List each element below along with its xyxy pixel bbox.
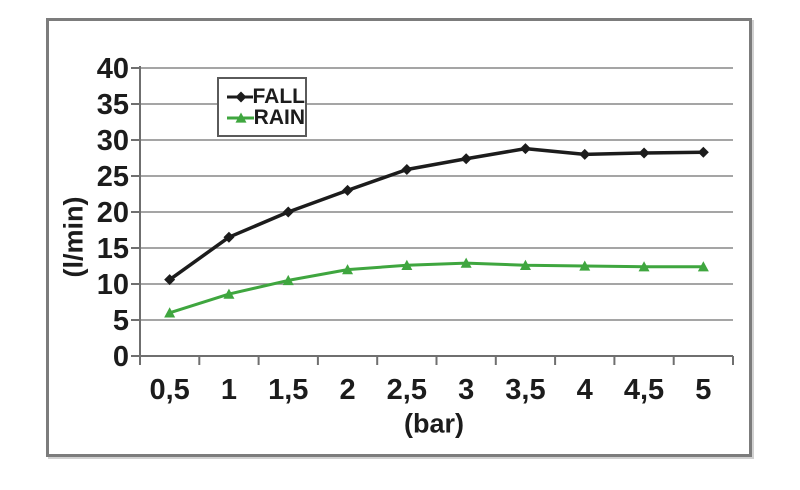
y-tick-label: 40 (97, 53, 129, 85)
legend-item-rain: RAIN (227, 106, 305, 129)
y-tick-label: 35 (97, 89, 129, 121)
x-tick-label: 2 (339, 374, 355, 406)
series-marker-fall (579, 148, 591, 160)
series-marker-rain (401, 259, 413, 270)
y-tick-label: 25 (97, 161, 129, 193)
legend: FALL RAIN (217, 77, 307, 137)
fall-legend-marker-icon (227, 91, 253, 102)
series-marker-rain (282, 274, 294, 286)
series-marker-rain (638, 261, 650, 272)
y-axis-title: (l/min) (58, 196, 89, 278)
x-tick-label: 1 (221, 374, 237, 406)
series-line-rain (168, 261, 705, 315)
x-tick-label: 2,5 (387, 374, 427, 406)
x-tick-label: 0,5 (149, 374, 189, 406)
y-tick-label: 5 (113, 305, 129, 337)
y-tick-label: 20 (97, 197, 129, 229)
y-tick-label: 10 (97, 269, 129, 301)
series-marker-fall (638, 147, 650, 159)
series-line-fall (167, 146, 706, 282)
series-marker-rain (519, 259, 531, 270)
legend-item-fall: FALL (227, 85, 306, 108)
rain-legend-marker-icon (227, 112, 254, 123)
x-tick-label: 4,5 (624, 374, 664, 406)
series-marker-fall (460, 153, 472, 165)
legend-label-fall: FALL (252, 85, 306, 108)
series-marker-fall (282, 206, 294, 218)
series-marker-rain (223, 288, 235, 299)
x-tick-label: 3 (458, 374, 474, 406)
y-tick-label: 30 (97, 125, 129, 157)
series-marker-rain (697, 261, 709, 272)
series-marker-fall (164, 274, 176, 286)
series-marker-fall (342, 184, 354, 196)
series-marker-fall (401, 164, 413, 176)
x-tick-label: 3,5 (505, 374, 545, 406)
series-marker-fall (697, 146, 709, 158)
series-marker-rain (579, 260, 591, 271)
series-marker-rain (164, 307, 176, 318)
y-tick-label: 0 (113, 341, 129, 373)
y-tick-label: 15 (97, 233, 129, 265)
chart-frame (46, 18, 752, 457)
series-marker-fall (519, 143, 531, 155)
series-marker-fall (223, 231, 235, 243)
x-axis-title: (bar) (404, 408, 464, 439)
x-tick-label: 1,5 (268, 374, 308, 406)
series-marker-rain (460, 257, 472, 268)
x-tick-label: 5 (695, 374, 711, 406)
x-tick-label: 4 (577, 374, 593, 406)
series-marker-rain (342, 264, 354, 275)
legend-label-rain: RAIN (253, 106, 305, 129)
